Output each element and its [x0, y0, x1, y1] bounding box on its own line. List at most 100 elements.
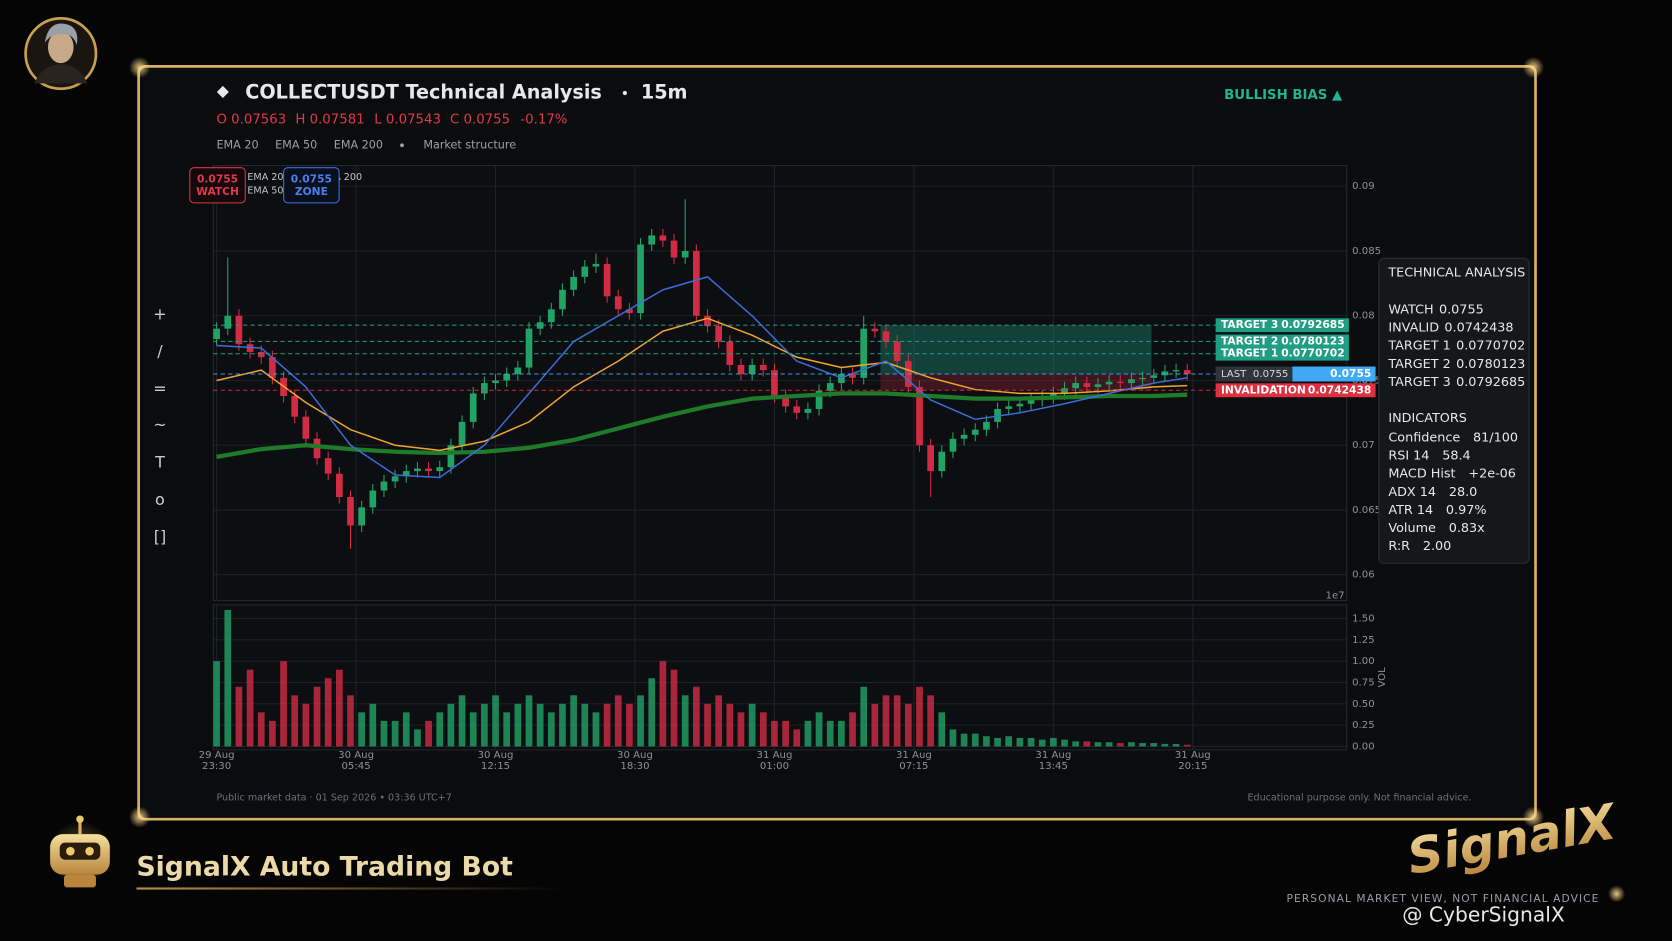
candle-body [458, 421, 466, 446]
volume-bar [748, 703, 756, 747]
y-tick-label: 0.07 [1352, 440, 1375, 451]
target-zone [880, 325, 1152, 374]
volume-bar [235, 686, 243, 747]
candle-body [592, 263, 600, 267]
candle-body [614, 296, 622, 310]
candle-body [1183, 370, 1191, 374]
tool[interactable]: T [154, 453, 165, 472]
candle-body [269, 357, 276, 378]
volume-bar [793, 729, 801, 747]
row-label: R:R [1388, 539, 1410, 554]
candle-body [358, 507, 365, 526]
volume-bar [313, 686, 321, 747]
timeframe: 15m [641, 81, 688, 104]
volume-bar [291, 695, 299, 747]
x-tick-label: 31 Aug [896, 750, 932, 761]
volume-bar [492, 695, 499, 747]
watermark: @ CyberSignalX [1402, 903, 1565, 927]
volume-bar [838, 720, 845, 747]
candle-body [224, 315, 232, 329]
panel-row: WATCH 0.0755 [1388, 302, 1483, 317]
candle-body [547, 309, 555, 323]
level-name: TARGET 2 [1221, 334, 1278, 347]
candle-body [503, 373, 511, 381]
candle-body [469, 393, 477, 422]
candle-body [1050, 393, 1057, 398]
candle-body [670, 240, 678, 258]
row-label: Confidence [1388, 430, 1460, 445]
row-value: 58.4 [1442, 448, 1470, 463]
level-value: 0.0755 [1253, 369, 1288, 380]
legend-item: EMA 20 [216, 138, 258, 151]
volume-bar [1072, 741, 1080, 747]
x-tick-label: 31 Aug [757, 750, 793, 761]
x-tick-label: 31 Aug [1035, 750, 1071, 761]
candle-body [681, 250, 689, 258]
volume-bar [481, 703, 488, 747]
volume-bar [782, 720, 789, 747]
overlay-legend: EMA 200 [320, 172, 362, 183]
candle-body [759, 364, 767, 371]
volume-bar [1161, 743, 1169, 747]
level-value: 0.0770702 [1281, 347, 1344, 360]
candle-body [938, 451, 946, 472]
volume-bar [849, 712, 856, 747]
volume-bar [971, 733, 979, 747]
candle-body [1128, 379, 1135, 384]
ohlc-low: L 0.07543 [374, 113, 441, 128]
price-value: 0.0755 [1330, 367, 1371, 380]
tool[interactable]: + [153, 304, 166, 323]
panel-row: ADX 14 28.0 [1388, 484, 1477, 499]
volume-bar [726, 703, 734, 747]
brand-name: SignalX Auto Trading Bot [136, 852, 513, 883]
volume-bar [882, 695, 890, 747]
candle-body [782, 396, 789, 407]
volume-bar [771, 720, 778, 747]
row-value: 0.0792685 [1456, 374, 1525, 389]
x-tick-label: 30 Aug [478, 750, 514, 761]
candle-body [971, 429, 979, 435]
bias: BULLISH BIAS ▲ [1224, 88, 1343, 103]
volume-bar [994, 737, 1001, 747]
candle-body [748, 364, 756, 374]
volume-bar [425, 720, 432, 747]
level-tag [1215, 334, 1349, 349]
panel-row: INVALID 0.0742438 [1388, 320, 1513, 335]
volume-bar [603, 703, 611, 747]
level-name: TARGET 1 [1221, 347, 1278, 360]
toolbar: + / = ~ T o [] [153, 304, 166, 546]
candle-body [637, 244, 644, 314]
row-value: 0.0770702 [1456, 338, 1525, 353]
tool[interactable]: [] [154, 527, 166, 546]
row-label: MACD Hist [1388, 466, 1455, 481]
panel-title: TECHNICAL ANALYSIS [1387, 266, 1525, 281]
overlay-legend: EMA 50 [247, 186, 283, 197]
tool[interactable]: ~ [153, 415, 166, 434]
candle-body [335, 473, 343, 498]
candle-body [1083, 383, 1091, 387]
row-label: RSI 14 [1388, 448, 1429, 463]
x-tick-label: 12:15 [481, 761, 510, 772]
volume-bar [570, 695, 577, 747]
row-value: 0.0742438 [1444, 320, 1513, 335]
candle-body [603, 263, 611, 297]
volume-bar [960, 733, 968, 747]
volume-bar [1128, 742, 1135, 747]
tool[interactable]: o [155, 490, 165, 509]
robot-icon [47, 815, 112, 888]
level-value: 0.0742438 [1308, 383, 1371, 396]
avatar [24, 17, 98, 91]
candle-body [536, 322, 544, 329]
volume-bar [458, 695, 466, 747]
y-tick-label: 0.00 [1352, 741, 1375, 752]
tool[interactable]: = [153, 379, 166, 398]
volume-bar [759, 712, 767, 747]
x-tick-label: 30 Aug [617, 750, 653, 761]
volume-bar [737, 712, 745, 747]
volume-bar [447, 703, 455, 747]
candle-body [402, 471, 410, 477]
candle-body [1105, 381, 1113, 385]
candle-body [871, 328, 879, 332]
tool[interactable]: / [157, 342, 163, 361]
